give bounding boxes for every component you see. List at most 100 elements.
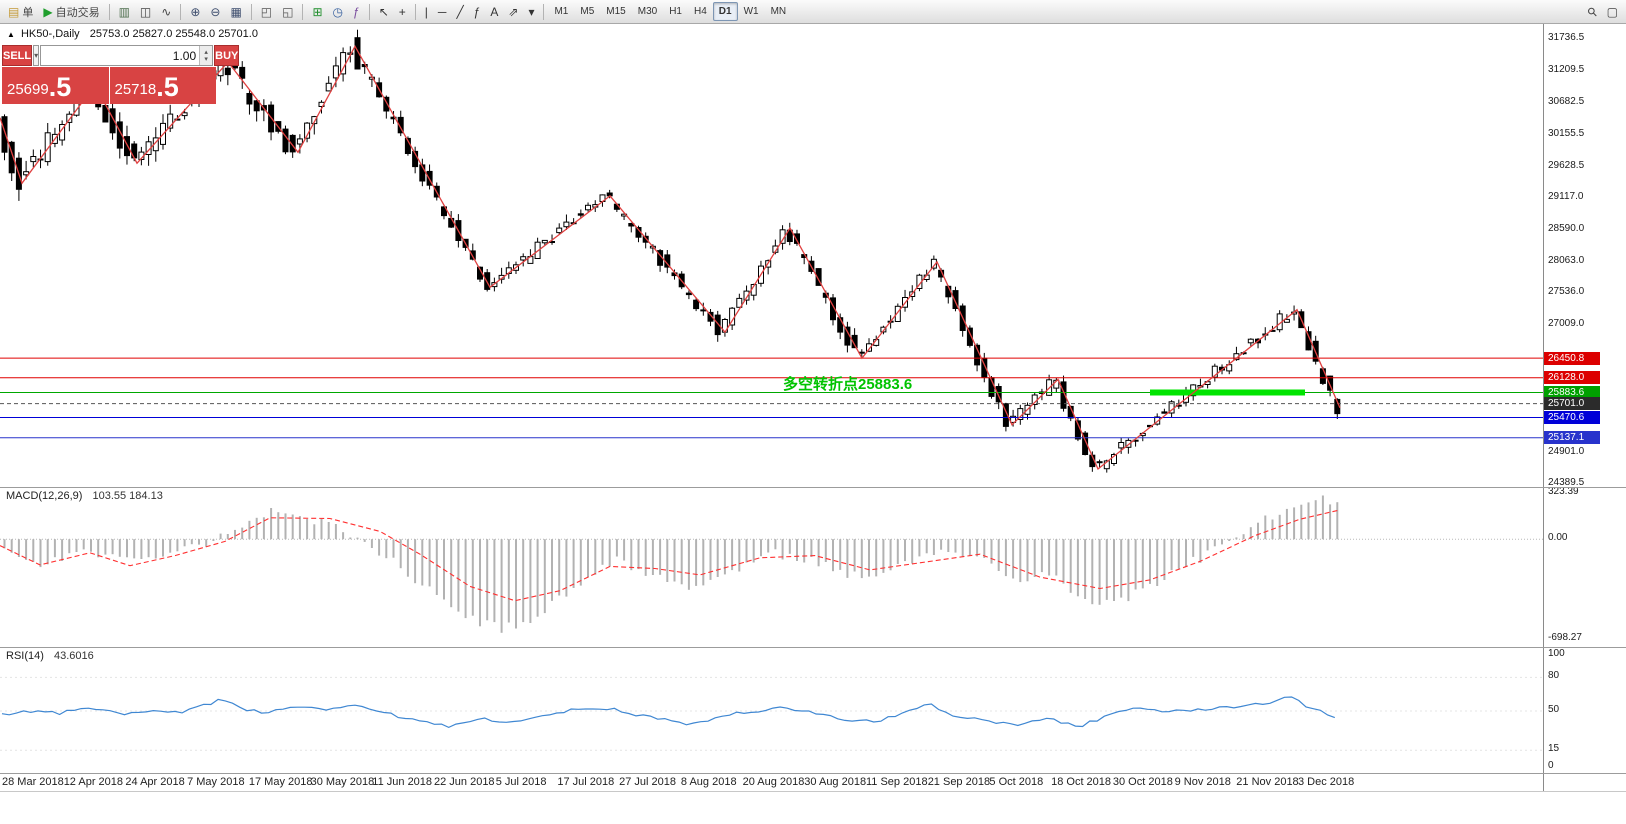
cursor-button[interactable]: ↖ <box>374 2 394 22</box>
timeframe-mn-button[interactable]: MN <box>770 6 787 17</box>
period-clock-icon: ◷ <box>332 4 344 19</box>
timeframe-h1-button[interactable]: H1 <box>669 6 682 17</box>
date-label: 18 Oct 2018 <box>1051 776 1112 788</box>
rsi-chart[interactable] <box>0 648 1543 772</box>
panel-separator <box>0 791 1626 792</box>
collapse-arrow-icon[interactable]: ▲ <box>7 30 15 39</box>
trendline-icon: ╱ <box>456 4 464 19</box>
chart-title: ▲ HK50-,Daily 25753.0 25827.0 25548.0 25… <box>7 28 258 40</box>
buy-price-button[interactable]: 25718 .5 <box>109 67 216 104</box>
pivot-annotation[interactable]: 多空转折点25883.6 <box>783 376 913 393</box>
new-order-button[interactable]: ▤ 单 <box>3 2 38 22</box>
rsi-axis-label: 80 <box>1548 670 1560 682</box>
timeframe-w1-button[interactable]: W1 <box>743 6 759 17</box>
macd-chart[interactable] <box>0 488 1543 646</box>
arrange-windows-button[interactable]: ◱ <box>277 2 298 22</box>
crosshair-icon: + <box>398 4 406 19</box>
price-axis-label: 29628.5 <box>1548 159 1585 171</box>
volume-input[interactable] <box>41 46 200 65</box>
toolbar: ▤ 单 ▶ 自动交易 ▥ ◫ ∿ ⊕ ⊖ ▦ ◰ ◱ ⊞ ◷ ƒ ↖ + | ─ ╱ ƒ A ⇗ ▾ M1 M5 M15 M30 H1 H… <box>0 0 1626 24</box>
indicators-button[interactable]: ƒ <box>348 2 365 22</box>
price-axis-label: 27536.0 <box>1548 286 1585 298</box>
cascade-windows-button[interactable]: ◰ <box>256 2 277 22</box>
toolbar-separator <box>543 3 545 20</box>
candlestick-chart-icon: ◫ <box>139 4 152 19</box>
price-axis-label: 28590.0 <box>1548 222 1585 234</box>
panel-separator <box>0 773 1626 774</box>
sell-button[interactable]: SELL <box>2 45 33 66</box>
date-label: 30 Oct 2018 <box>1112 776 1173 788</box>
symbol-period-label: HK50-,Daily <box>20 28 80 40</box>
toolbar-separator <box>108 3 110 20</box>
text-label-icon: A <box>490 4 499 19</box>
timeframe-d1-button[interactable]: D1 <box>712 2 738 21</box>
vertical-line-icon: | <box>424 4 428 19</box>
date-label: 30 May 2018 <box>310 776 375 788</box>
autotrade-icon: ▶ <box>43 4 53 19</box>
tile-windows-icon: ▦ <box>230 4 242 19</box>
zoom-out-button[interactable]: ⊖ <box>205 2 225 22</box>
price-scale[interactable]: 31736.5 31209.5 30682.5 30155.5 29628.5 29117… <box>1543 24 1626 791</box>
vertical-line-button[interactable]: | <box>420 2 433 22</box>
rsi-axis-label: 15 <box>1548 743 1560 755</box>
line-chart-icon: ∿ <box>161 4 172 19</box>
volume-spinner: ▴ ▾ <box>199 46 213 65</box>
macd-axis-label: 323.39 <box>1548 486 1579 497</box>
horizontal-line-button[interactable]: ─ <box>433 2 452 22</box>
time-scale[interactable]: 28 Mar 2018 12 Apr 2018 24 Apr 2018 7 May 2… <box>0 773 1543 791</box>
price-axis-label: 24901.0 <box>1548 446 1585 457</box>
sell-price-button[interactable]: 25699 .5 <box>2 67 109 104</box>
search-icon: ⚲ <box>1584 3 1601 20</box>
shapes-dropdown-button[interactable]: ▾ <box>523 2 539 22</box>
zoom-in-button[interactable]: ⊕ <box>185 2 205 22</box>
main-chart[interactable] <box>0 24 1543 487</box>
price-axis-label: 27009.0 <box>1548 318 1585 330</box>
date-label: 17 May 2018 <box>248 776 313 788</box>
arrows-button[interactable]: ⇗ <box>503 2 523 22</box>
candlestick-chart-button[interactable]: ◫ <box>135 2 156 22</box>
date-label: 17 Jul 2018 <box>557 776 615 788</box>
period-clock-button[interactable]: ◷ <box>328 2 348 22</box>
price-axis-label: 28063.0 <box>1548 254 1585 266</box>
new-chart-button[interactable]: ⊞ <box>307 2 327 22</box>
timeframe-m15-button[interactable]: M15 <box>606 6 626 17</box>
volume-dropdown-button[interactable]: ▾ <box>33 45 40 66</box>
trendline-button[interactable]: ╱ <box>451 2 468 22</box>
search-button[interactable]: ⚲ <box>1583 2 1602 22</box>
date-label: 20 Aug 2018 <box>742 776 805 788</box>
autotrade-button[interactable]: ▶ 自动交易 <box>38 2 104 22</box>
buy-price-main: 25718 <box>114 81 157 98</box>
timeframe-m1-button[interactable]: M1 <box>554 6 569 17</box>
price-axis-label: 31209.5 <box>1548 63 1585 75</box>
date-label: 9 Nov 2018 <box>1174 776 1231 788</box>
toolbar-separator <box>250 3 252 20</box>
fibonacci-button[interactable]: ƒ <box>469 2 486 22</box>
timeframe-m30-button[interactable]: M30 <box>637 6 658 17</box>
timeframe-m5-button[interactable]: M5 <box>580 6 595 17</box>
text-label-button[interactable]: A <box>485 2 503 22</box>
volume-down-button[interactable]: ▾ <box>204 55 208 63</box>
cascade-windows-icon: ◰ <box>260 4 273 19</box>
new-window-button[interactable]: ▢ <box>1602 2 1623 22</box>
rsi-value: 43.6016 <box>53 650 94 662</box>
macd-values: 103.55 184.13 <box>92 490 163 502</box>
volume-up-button[interactable]: ▴ <box>204 48 208 56</box>
bar-chart-icon: ▥ <box>118 4 130 19</box>
macd-axis-label: 0.00 <box>1548 532 1568 544</box>
trade-row-prices: 25699 .5 25718 .5 <box>2 67 216 104</box>
horizontal-line-icon: ─ <box>437 4 447 19</box>
rsi-name: RSI(14) <box>6 650 44 662</box>
line-chart-button[interactable]: ∿ <box>156 2 176 22</box>
date-label: 21 Nov 2018 <box>1236 776 1299 788</box>
buy-button[interactable]: BUY <box>214 45 240 66</box>
date-label: 11 Jun 2018 <box>372 776 433 788</box>
timeframe-h4-button[interactable]: H4 <box>693 6 707 17</box>
crosshair-button[interactable]: + <box>394 2 411 22</box>
new-window-icon: ▢ <box>1606 4 1618 19</box>
zoom-out-icon: ⊖ <box>210 4 221 19</box>
ohlc-values: 25753.0 25827.0 25548.0 25701.0 <box>89 28 258 40</box>
price-tag: 25137.1 <box>1544 431 1600 445</box>
bar-chart-button[interactable]: ▥ <box>114 2 135 22</box>
sell-price-fraction: .5 <box>48 72 72 102</box>
tile-windows-button[interactable]: ▦ <box>225 2 246 22</box>
